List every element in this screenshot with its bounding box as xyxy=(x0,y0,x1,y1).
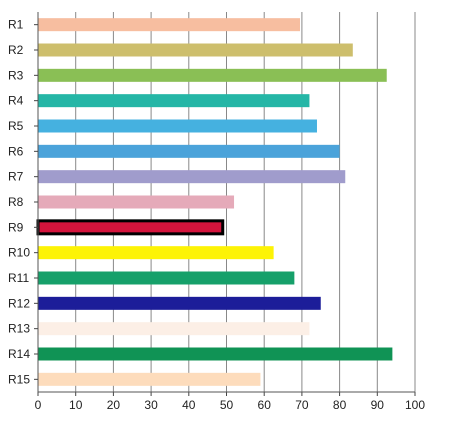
bar-r14 xyxy=(38,347,393,361)
y-tick-label-r6: R6 xyxy=(8,144,24,158)
bar-r4 xyxy=(38,94,310,108)
bar-r6 xyxy=(38,144,340,158)
y-tick-label-r3: R3 xyxy=(8,68,24,82)
y-tick-label-r7: R7 xyxy=(8,170,24,184)
bar-r13 xyxy=(38,322,310,336)
x-tick-label-60: 60 xyxy=(258,398,272,412)
x-tick-label-90: 90 xyxy=(371,398,385,412)
x-tick-label-80: 80 xyxy=(333,398,347,412)
bar-layer xyxy=(36,18,393,386)
bar-r9 xyxy=(36,219,225,236)
x-tick-label-70: 70 xyxy=(295,398,309,412)
y-tick-label-r8: R8 xyxy=(8,195,24,209)
y-tick-label-r12: R12 xyxy=(8,296,30,310)
bar-r2 xyxy=(38,43,353,57)
x-tick-label-0: 0 xyxy=(35,398,42,412)
y-tick-label-r1: R1 xyxy=(8,18,24,32)
x-tick-label-40: 40 xyxy=(182,398,196,412)
y-tick-label-r15: R15 xyxy=(8,372,30,386)
y-tick-label-r5: R5 xyxy=(8,119,24,133)
bar-r15 xyxy=(38,372,261,386)
bar-r5 xyxy=(38,119,317,133)
label-layer: 0 10 20 30 40 50 60 70 80 90 100 R1 R2 R3 R4 R5 R6 R7 R8 R9… xyxy=(8,18,425,412)
y-tick-label-r11: R11 xyxy=(8,271,29,285)
bar-r12 xyxy=(38,296,321,310)
x-tick-label-20: 20 xyxy=(107,398,121,412)
x-tick-label-100: 100 xyxy=(405,398,425,412)
x-tick-label-10: 10 xyxy=(69,398,83,412)
x-tick-label-50: 50 xyxy=(220,398,234,412)
bar-r1 xyxy=(38,18,301,32)
bar-r3 xyxy=(38,68,387,82)
y-tick-label-r13: R13 xyxy=(8,322,30,336)
y-tick-label-r14: R14 xyxy=(8,347,30,361)
bar-r11 xyxy=(38,271,295,285)
y-tick-label-r9: R9 xyxy=(8,220,24,234)
y-tick-label-r4: R4 xyxy=(8,94,24,108)
x-tick-label-30: 30 xyxy=(144,398,158,412)
bar-r7 xyxy=(38,170,346,184)
y-tick-label-r2: R2 xyxy=(8,43,24,57)
bar-r10 xyxy=(38,246,274,260)
axis-layer xyxy=(34,12,416,396)
y-tick-label-r10: R10 xyxy=(8,246,30,260)
bar-r8 xyxy=(38,195,235,209)
